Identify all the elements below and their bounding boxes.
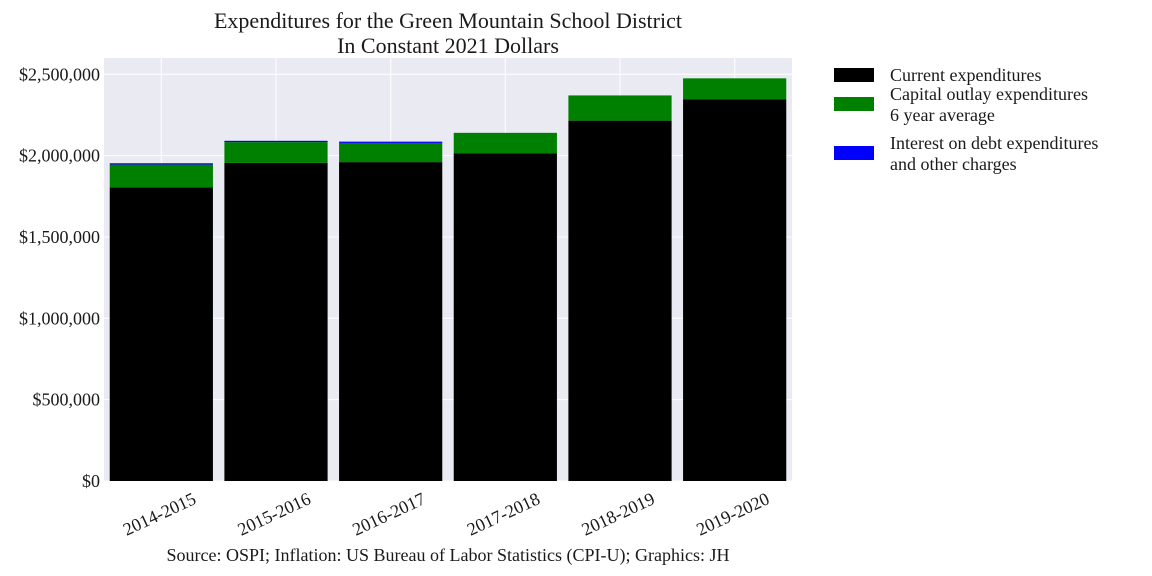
bar-segment-2014-2015-series-0 [109, 187, 213, 481]
x-tick-label: 2018-2019 [579, 488, 658, 539]
chart-title: Expenditures for the Green Mountain Scho… [214, 8, 682, 58]
x-tick-label: 2017-2018 [464, 488, 543, 539]
plot-background [104, 58, 792, 481]
x-tick-label: 2016-2017 [349, 488, 428, 539]
legend-label: Interest on debt expenditures [890, 133, 1098, 153]
legend-label: and other charges [890, 154, 1017, 174]
x-tick-label: 2015-2016 [235, 488, 314, 539]
legend-label: Current expenditures [890, 65, 1041, 85]
bar-segment-2014-2015-series-2 [109, 163, 213, 165]
bar-segment-2016-2017-series-1 [339, 142, 443, 163]
title-line: Expenditures for the Green Mountain Scho… [214, 8, 682, 33]
legend-label: 6 year average [890, 105, 995, 125]
y-tick-label: $2,000,000 [19, 146, 100, 166]
bar-segment-2019-2020-series-1 [683, 78, 787, 100]
legend-label: Capital outlay expenditures [890, 84, 1088, 104]
bar-segment-2019-2020-series-0 [683, 99, 787, 481]
bar-segment-2016-2017-series-0 [339, 162, 443, 481]
y-axis: $0 $500,000 $1,000,000 $1,500,000 $2,000,000… [19, 64, 100, 491]
bar-segment-2015-2016-series-1 [224, 142, 328, 163]
bar-segment-2015-2016-series-0 [224, 162, 328, 482]
legend-swatch [834, 146, 874, 160]
y-tick-label: $2,500,000 [19, 64, 100, 84]
x-axis: 2014-2015 2015-2016 2016-2017 2017-2018 2018… [120, 488, 772, 539]
x-tick-label: 2014-2015 [120, 488, 199, 539]
y-tick-label: $1,000,000 [19, 308, 100, 328]
bar-segment-2016-2017-series-2 [339, 141, 443, 143]
source-note: Source: OSPI; Inflation: US Bureau of La… [167, 545, 730, 566]
bar-segment-2018-2019-series-1 [568, 95, 672, 121]
bar-segment-2018-2019-series-0 [568, 120, 672, 481]
bar-segment-2017-2018-series-0 [453, 153, 557, 482]
bar-segment-2017-2018-series-1 [453, 132, 557, 154]
y-tick-label: $1,500,000 [19, 227, 100, 247]
legend-swatch [834, 68, 874, 82]
bars [109, 78, 787, 482]
x-tick-label: 2019-2020 [693, 488, 772, 539]
legend-swatch [834, 97, 874, 111]
bar-segment-2015-2016-series-2 [224, 140, 328, 143]
bar-segment-2014-2015-series-1 [109, 164, 213, 188]
y-tick-label: $0 [82, 471, 100, 491]
title-line: In Constant 2021 Dollars [337, 33, 559, 58]
y-tick-label: $500,000 [33, 390, 101, 410]
